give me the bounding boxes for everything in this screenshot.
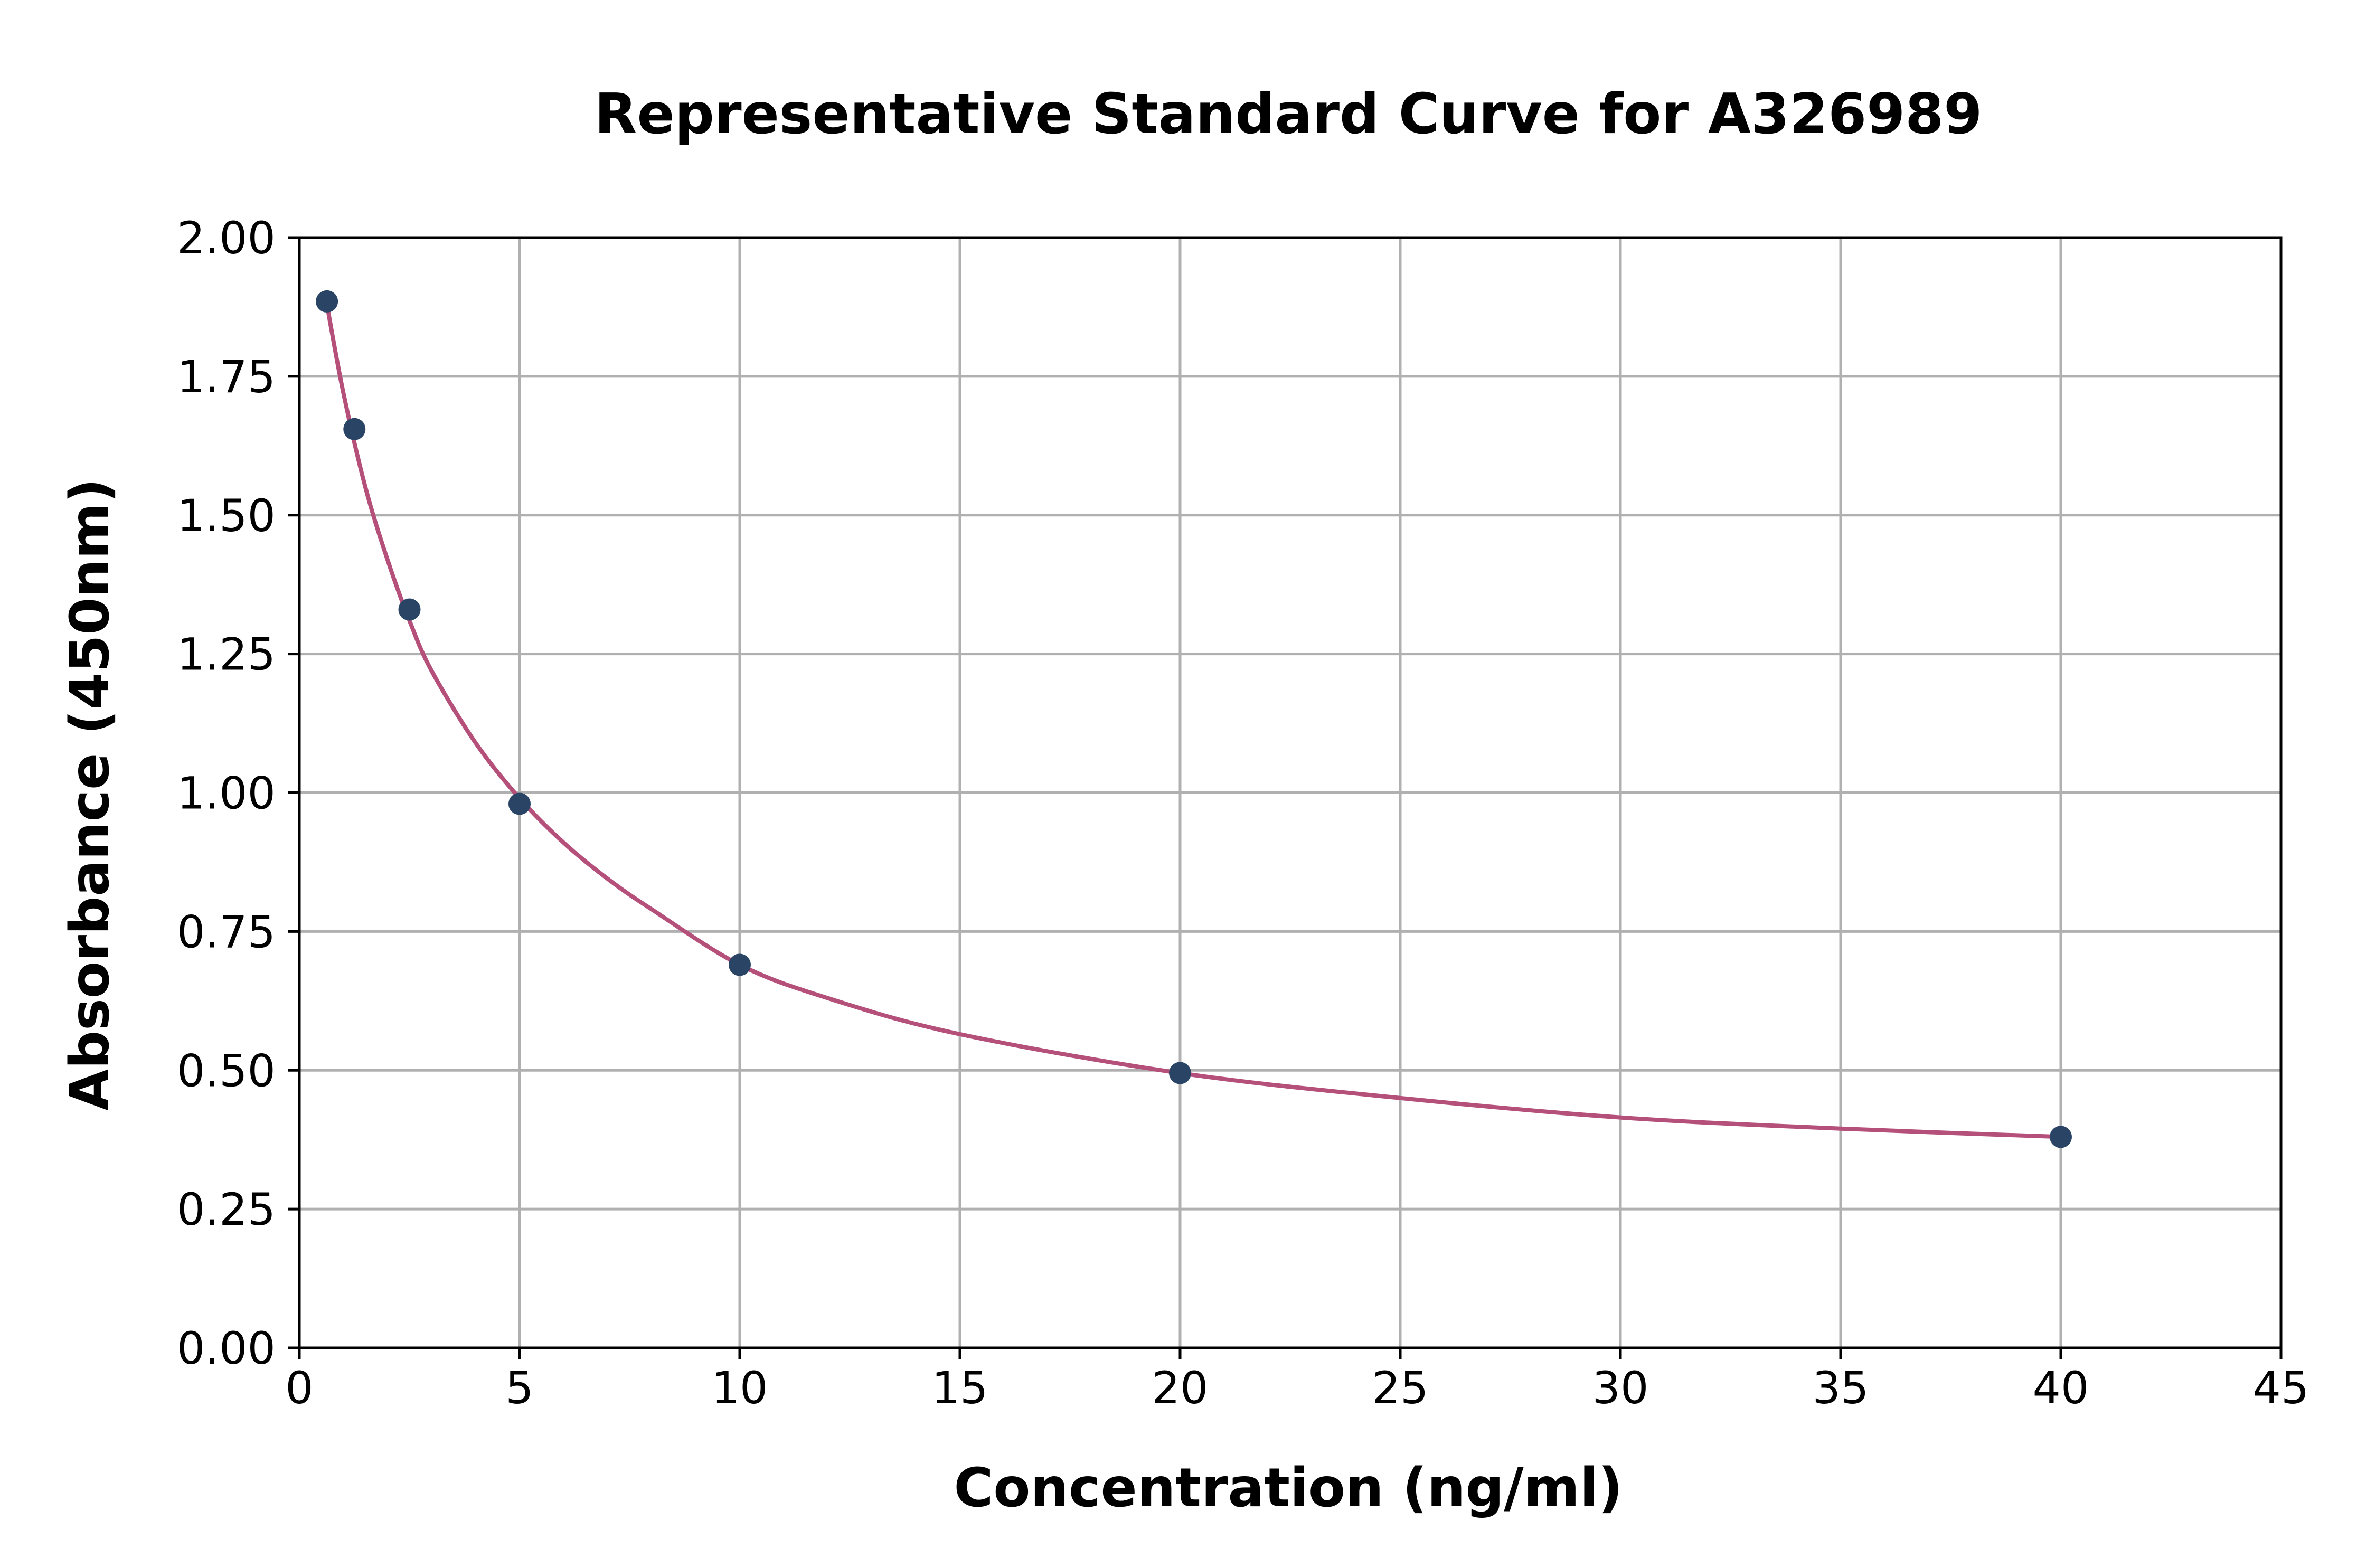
grid-lines (298, 236, 2283, 1349)
y-axis-label: Absorbance (450nm) (59, 478, 121, 1111)
y-tick-label: 0.50 (177, 1045, 276, 1097)
x-tick-label: 45 (2253, 1362, 2309, 1414)
x-tick-label: 25 (1372, 1362, 1429, 1414)
x-tick-label: 35 (1813, 1362, 1869, 1414)
y-tick-label: 1.75 (177, 351, 276, 403)
y-tick-label: 2.00 (177, 212, 276, 264)
data-point (343, 418, 366, 440)
chart-title: Representative Standard Curve for A32698… (595, 82, 1983, 146)
data-points-group (316, 290, 2072, 1148)
y-tick-label: 0.00 (177, 1323, 276, 1374)
x-tick-label: 5 (505, 1362, 533, 1414)
data-point (508, 792, 531, 815)
y-tick-label: 0.25 (177, 1184, 276, 1235)
x-tick-label: 20 (1152, 1362, 1209, 1414)
y-axis-ticks: 0.00 0.25 0.50 0.75 1.00 1.25 1.50 1.75 2.00 (177, 212, 299, 1374)
x-tick-label: 15 (932, 1362, 988, 1414)
data-point (1169, 1062, 1191, 1084)
x-tick-label: 10 (712, 1362, 768, 1414)
x-tick-label: 40 (2033, 1362, 2089, 1414)
x-axis-label: Concentration (ng/ml) (954, 1457, 1623, 1519)
x-axis-ticks: 0 5 10 15 20 25 30 35 40 45 (285, 1348, 2309, 1414)
data-point (2050, 1126, 2072, 1148)
y-tick-label: 1.00 (177, 768, 276, 819)
fit-curve-group (325, 302, 2063, 1139)
y-tick-label: 1.50 (177, 490, 276, 542)
x-tick-label: 30 (1592, 1362, 1649, 1414)
fit-curve-line (325, 302, 2063, 1139)
x-tick-label: 0 (285, 1362, 313, 1414)
data-point (398, 598, 421, 621)
data-point (729, 953, 751, 976)
y-tick-label: 1.25 (177, 629, 276, 681)
data-point (316, 290, 338, 313)
y-tick-label: 0.75 (177, 906, 276, 958)
